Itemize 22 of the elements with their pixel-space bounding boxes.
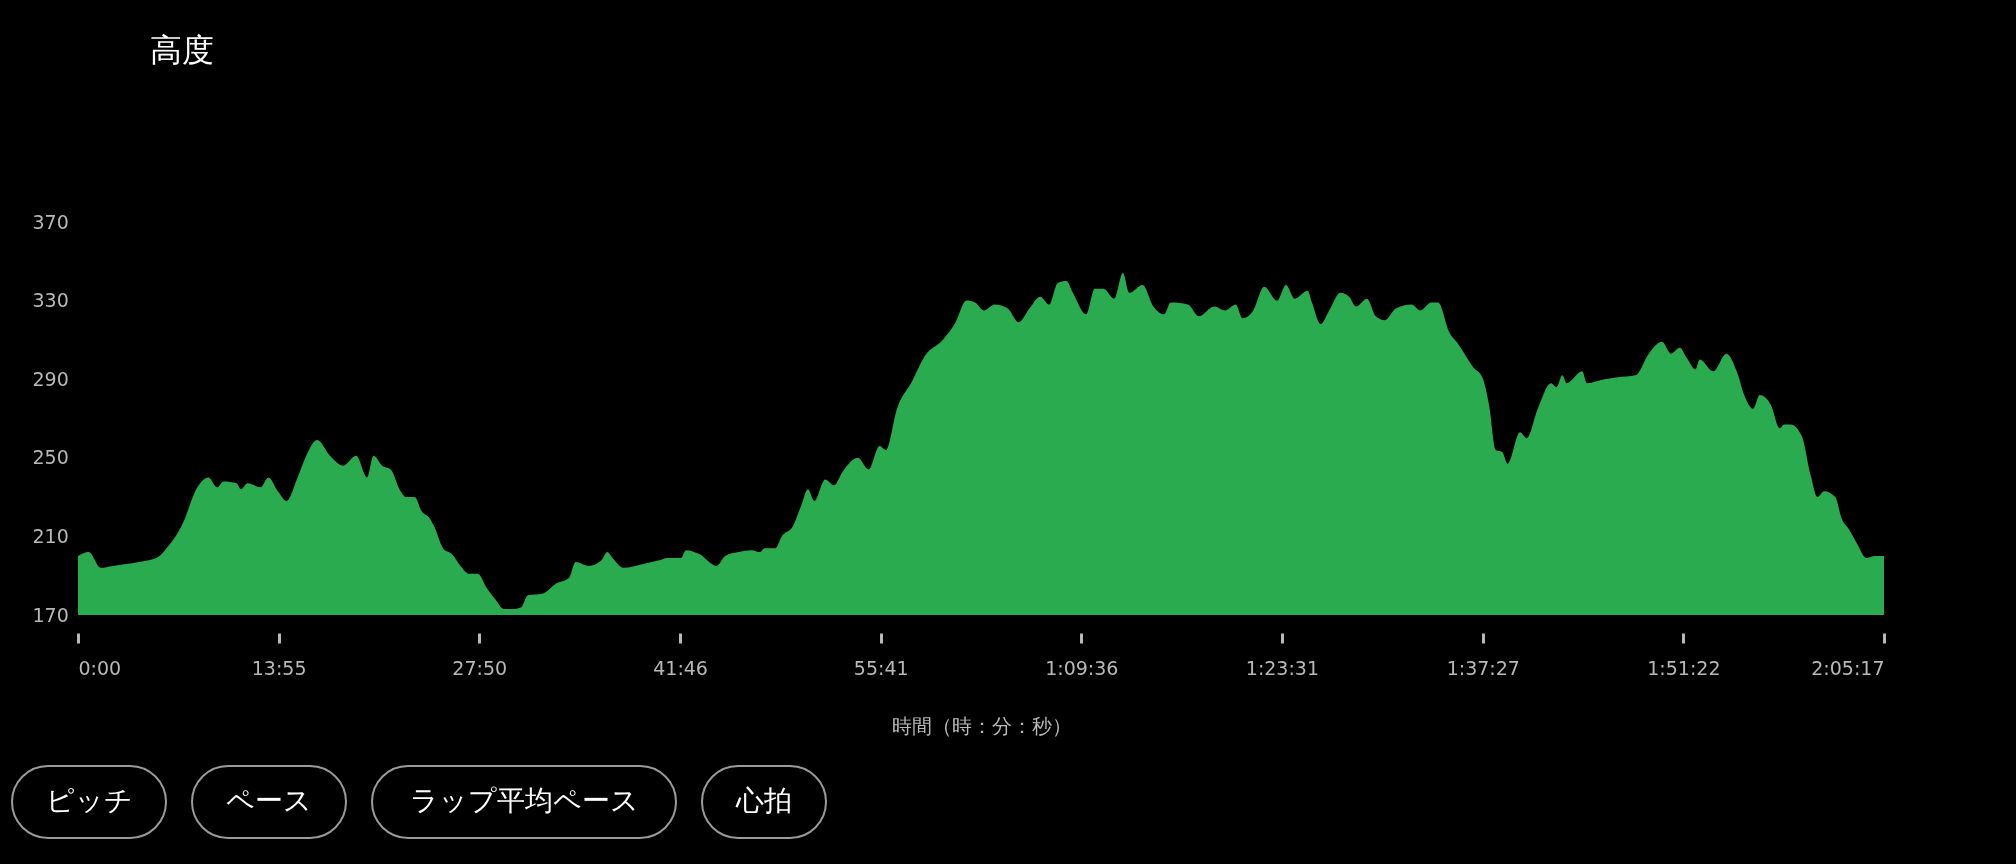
y-tick-label: 210 [32, 524, 69, 547]
y-tick-label: 370 [32, 210, 69, 233]
x-tick-label: 13:55 [251, 656, 307, 679]
text: ピッチ [45, 784, 133, 817]
y-tick-label: 170 [32, 603, 69, 626]
x-tick-label: 41:46 [653, 656, 708, 679]
y-tick-label: 290 [32, 367, 69, 390]
x-tick-label: 1:23:31 [1245, 656, 1320, 679]
x-tick-label: 1:37:27 [1446, 656, 1520, 679]
x-tick-label: 1:51:22 [1647, 656, 1721, 679]
y-tick-label: 330 [32, 289, 69, 312]
text: ラップ平均ペース [409, 784, 639, 817]
x-tick-label: 1:09:36 [1045, 656, 1119, 679]
x-tick-label: 0:00 [78, 656, 122, 679]
text: 心拍 [735, 784, 792, 817]
x-axis-title: 時間（時：分：秒） [891, 713, 1072, 738]
x-tick-label: 55:41 [853, 656, 909, 679]
y-tick-label: 250 [32, 446, 69, 469]
chart-title: 高度 [150, 31, 214, 69]
x-tick-label: 2:05:17 [1811, 656, 1885, 679]
text: ペース [226, 784, 312, 817]
x-tick-label: 27:50 [452, 656, 508, 679]
